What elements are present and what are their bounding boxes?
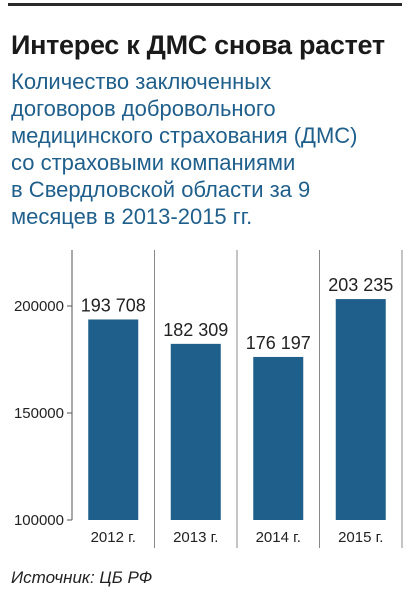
subtitle-line: месяцев в 2013-2015 гг.: [11, 204, 253, 229]
y-tick-label: 200000: [14, 298, 64, 315]
bar-value-label: 203 235: [328, 275, 393, 295]
subtitle-line: со страховыми компаниями: [11, 150, 296, 175]
y-tick-label: 100000: [14, 512, 64, 529]
chart-headline: Интерес к ДМС снова растет: [11, 30, 385, 60]
top-rule: [8, 3, 402, 6]
x-tick-label: 2012 г.: [91, 529, 136, 546]
bar: [335, 299, 386, 520]
bar-value-label: 176 197: [246, 333, 311, 353]
bar-chart: 100000 150000 200000 193 708 2012 г. 182 309 2…: [14, 250, 403, 548]
subtitle-line: договоров добровольного: [11, 96, 276, 121]
source-note: Источник: ЦБ РФ: [11, 568, 153, 587]
x-tick-label: 2013 г.: [173, 529, 218, 546]
bar: [253, 356, 304, 520]
x-tick-label: 2014 г.: [256, 529, 301, 546]
subtitle-line: Количество заключенных: [11, 69, 272, 94]
y-tick-label: 150000: [14, 405, 64, 422]
bar: [88, 319, 139, 520]
x-tick-label: 2015 г.: [338, 529, 383, 546]
bar: [170, 343, 221, 520]
bar-value-label: 182 309: [163, 320, 228, 340]
chart-subtitle: Количество заключенных договоров доброво…: [11, 68, 403, 230]
subtitle-line: в Свердловской области за 9: [11, 177, 311, 202]
subtitle-line: медицинского страхования (ДМС): [11, 123, 358, 148]
bar-value-label: 193 708: [81, 295, 146, 315]
